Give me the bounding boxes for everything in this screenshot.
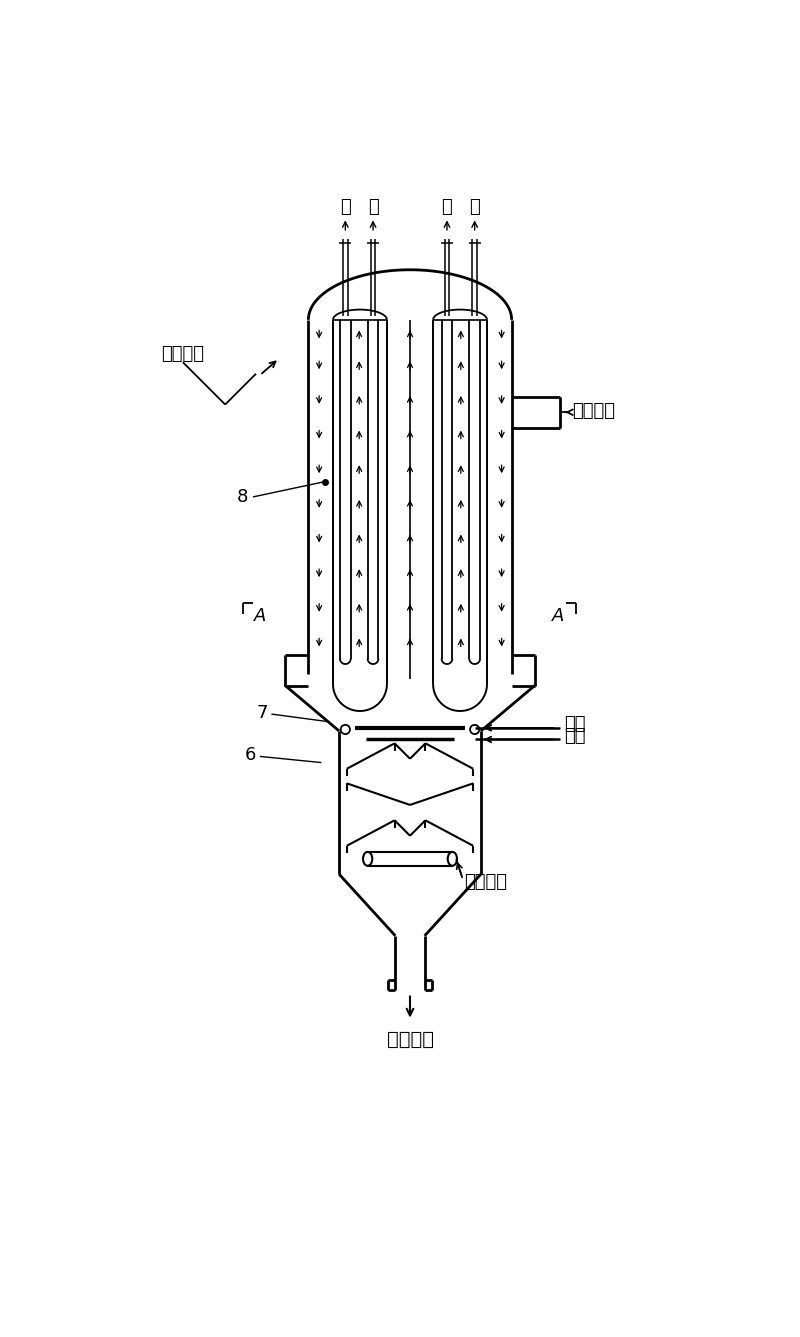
Text: 空气: 空气 [564, 715, 586, 733]
Text: 热再生剂: 热再生剂 [162, 345, 204, 364]
Text: 混合气体: 混合气体 [572, 401, 614, 420]
Bar [368, 852, 452, 866]
Text: 汽提介质: 汽提介质 [464, 873, 507, 890]
Text: 冷再生剂: 冷再生剂 [386, 1031, 434, 1050]
Text: 7: 7 [256, 703, 267, 722]
Text: 水: 水 [340, 198, 350, 215]
Text: 8: 8 [237, 488, 248, 505]
Text: 6: 6 [245, 746, 256, 763]
Text: A: A [552, 607, 564, 626]
Text: 空气: 空气 [564, 726, 586, 745]
Ellipse shape [363, 852, 372, 866]
Text: 水: 水 [442, 198, 452, 215]
Text: 水: 水 [368, 198, 378, 215]
Text: A: A [254, 607, 266, 626]
Text: 水: 水 [470, 198, 480, 215]
Ellipse shape [448, 852, 457, 866]
